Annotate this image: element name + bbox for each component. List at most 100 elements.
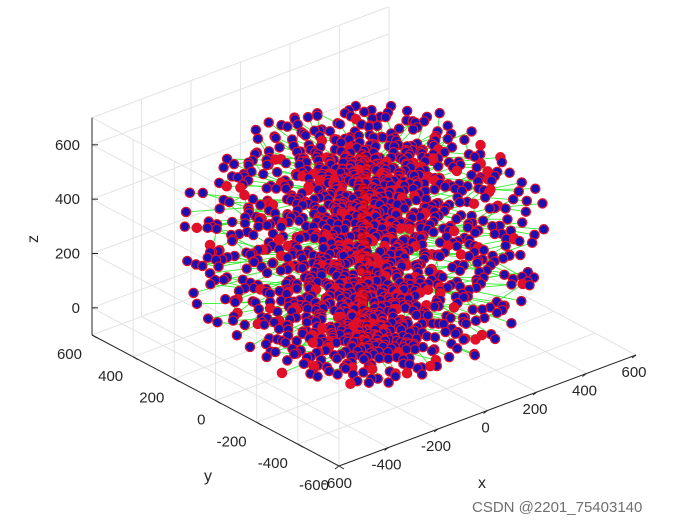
grid-line xyxy=(91,6,390,119)
data-point xyxy=(293,215,305,226)
data-point xyxy=(462,222,474,233)
data-point xyxy=(470,315,482,327)
data-point xyxy=(411,309,422,321)
data-point xyxy=(434,107,445,119)
data-point xyxy=(302,111,314,123)
data-point xyxy=(363,121,375,132)
data-point xyxy=(261,267,273,279)
data-point xyxy=(221,181,233,192)
data-point xyxy=(440,326,451,338)
x-tick-mark xyxy=(631,354,637,359)
data-point xyxy=(404,223,415,234)
data-point xyxy=(358,367,369,378)
data-point xyxy=(239,189,250,201)
data-point xyxy=(239,218,251,229)
data-point xyxy=(515,249,526,261)
data-point xyxy=(451,213,462,225)
data-point xyxy=(434,251,446,262)
data-point xyxy=(383,377,394,388)
data-point xyxy=(267,258,278,269)
data-point xyxy=(459,134,470,146)
data-point xyxy=(486,175,497,186)
data-point xyxy=(442,133,453,145)
data-point xyxy=(297,262,308,274)
data-point xyxy=(424,360,436,372)
data-point xyxy=(307,337,319,348)
data-point xyxy=(272,306,283,318)
data-point xyxy=(366,363,378,375)
data-point xyxy=(429,332,441,343)
data-point xyxy=(478,244,489,256)
data-point xyxy=(191,222,203,234)
data-point xyxy=(260,338,272,350)
data-point xyxy=(275,265,287,276)
x-tick-label: 400 xyxy=(572,383,597,400)
data-point xyxy=(270,346,281,358)
data-point xyxy=(261,220,273,231)
data-point xyxy=(280,157,292,169)
data-point xyxy=(484,203,495,214)
z-tick-label: 600 xyxy=(55,137,80,154)
data-point xyxy=(520,206,532,217)
link xyxy=(472,208,506,224)
data-point xyxy=(451,343,463,354)
data-point xyxy=(506,318,517,329)
data-point xyxy=(226,235,238,247)
data-point xyxy=(213,261,224,272)
x-tick-label: -600 xyxy=(322,475,352,492)
data-point xyxy=(220,293,231,305)
data-point xyxy=(516,177,527,188)
data-point xyxy=(211,223,222,235)
data-point xyxy=(276,367,288,379)
data-point xyxy=(469,349,481,361)
z-axis-label: z xyxy=(25,235,42,243)
data-point xyxy=(261,159,273,171)
data-point xyxy=(496,156,508,168)
data-point xyxy=(282,355,293,366)
data-point xyxy=(500,203,511,214)
x-tick-mark xyxy=(334,465,340,470)
data-point xyxy=(252,133,264,145)
data-point xyxy=(507,194,519,205)
data-point xyxy=(470,334,481,345)
x-tick-mark xyxy=(433,428,439,433)
data-point xyxy=(428,226,439,238)
data-point xyxy=(188,287,199,299)
y-tick-label: -600 xyxy=(299,477,329,494)
data-point xyxy=(205,278,216,290)
data-point xyxy=(197,187,209,199)
data-point xyxy=(393,123,405,134)
z-tick-label: 400 xyxy=(55,191,80,208)
link xyxy=(492,242,533,257)
data-point xyxy=(411,194,422,206)
link xyxy=(485,196,527,202)
y-tick-label: 600 xyxy=(57,346,82,363)
data-point xyxy=(358,353,370,365)
y-tick-label: -400 xyxy=(258,455,288,472)
data-point xyxy=(460,318,472,329)
data-point xyxy=(463,251,475,262)
data-point xyxy=(401,105,413,117)
grid-line xyxy=(91,87,390,200)
x-tick-mark xyxy=(384,447,389,451)
data-point xyxy=(491,307,503,319)
data-point xyxy=(454,196,466,208)
data-point xyxy=(184,187,196,199)
data-point xyxy=(506,279,517,290)
data-point xyxy=(514,235,525,247)
y-tick-label: 200 xyxy=(139,390,164,407)
data-point xyxy=(526,237,538,249)
data-point xyxy=(439,146,450,158)
data-point xyxy=(524,280,535,291)
data-point xyxy=(244,341,256,353)
data-point xyxy=(390,370,401,382)
data-point xyxy=(253,221,264,232)
data-point xyxy=(538,224,550,235)
data-point xyxy=(432,161,444,172)
data-point xyxy=(382,353,394,364)
data-point xyxy=(261,351,272,363)
data-point xyxy=(466,126,477,137)
data-point xyxy=(477,215,489,226)
data-point xyxy=(429,184,440,195)
data-point xyxy=(263,117,274,128)
